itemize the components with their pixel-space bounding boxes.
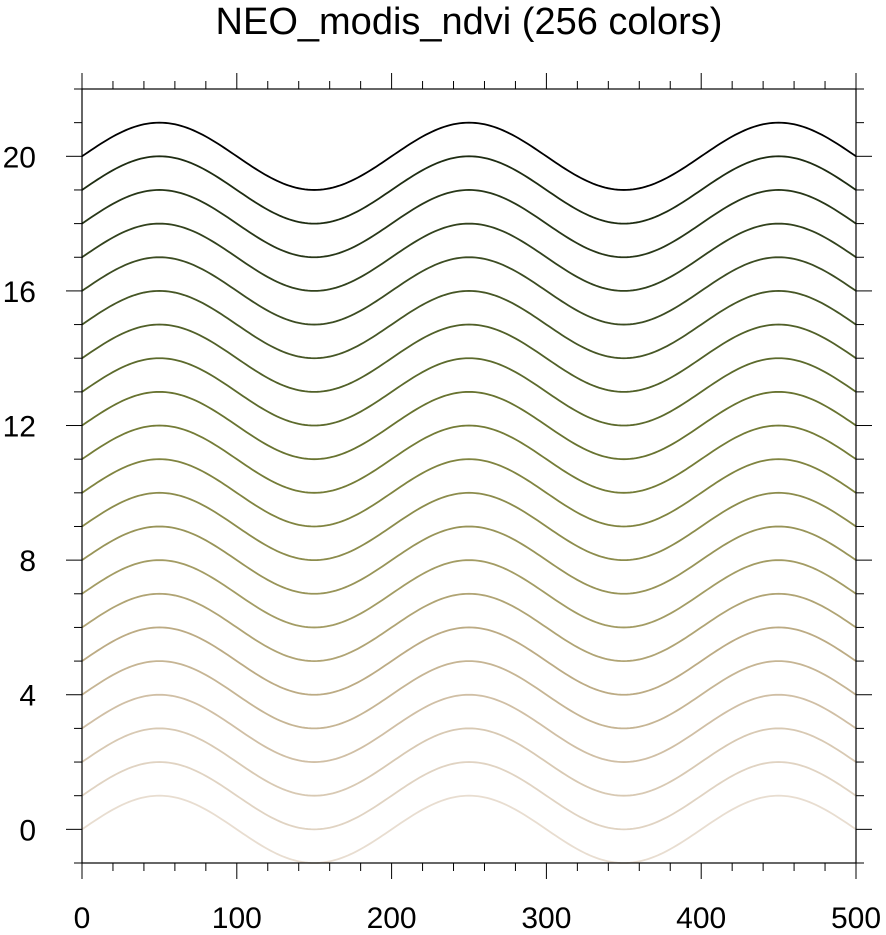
series-line-6: [81, 592, 857, 662]
series-line-9: [81, 491, 857, 562]
x-tick-label: 300: [521, 902, 571, 935]
axis-ticks: [66, 73, 872, 879]
plot-frame: [81, 88, 857, 864]
y-tick-label: 0: [19, 814, 36, 847]
y-tick-label: 8: [19, 545, 36, 578]
series-line-16: [81, 256, 857, 326]
x-tick-label: 200: [367, 902, 417, 935]
x-tick-label: 500: [831, 902, 881, 935]
series-line-11: [81, 424, 857, 494]
series-line-18: [81, 189, 857, 259]
series-line-15: [81, 290, 857, 360]
series-line-19: [81, 155, 857, 225]
series-line-4: [81, 660, 857, 730]
x-tick-label: 0: [74, 902, 91, 935]
series-line-13: [81, 357, 857, 427]
axis-labels: 0 100 200 300 400 500 0 4 8 12 16 20: [3, 141, 881, 935]
y-tick-label: 16: [3, 276, 36, 309]
y-tick-label: 20: [3, 141, 36, 174]
x-tick-label: 100: [212, 902, 262, 935]
series-line-10: [81, 458, 857, 528]
chart-title: NEO_modis_ndvi (256 colors): [216, 1, 723, 43]
series-line-12: [81, 390, 857, 461]
x-tick-label: 400: [676, 902, 726, 935]
y-tick-label: 4: [19, 680, 36, 713]
series-group: [81, 121, 857, 864]
series-line-8: [81, 525, 857, 595]
series-line-0: [81, 794, 857, 864]
y-tick-label: 12: [3, 411, 36, 444]
series-line-20: [81, 121, 857, 191]
series-line-3: [81, 693, 857, 763]
series-line-1: [81, 761, 857, 831]
series-line-17: [81, 222, 857, 292]
series-line-2: [81, 727, 857, 797]
series-line-5: [81, 626, 857, 696]
series-line-14: [81, 323, 857, 393]
series-line-7: [81, 559, 857, 629]
